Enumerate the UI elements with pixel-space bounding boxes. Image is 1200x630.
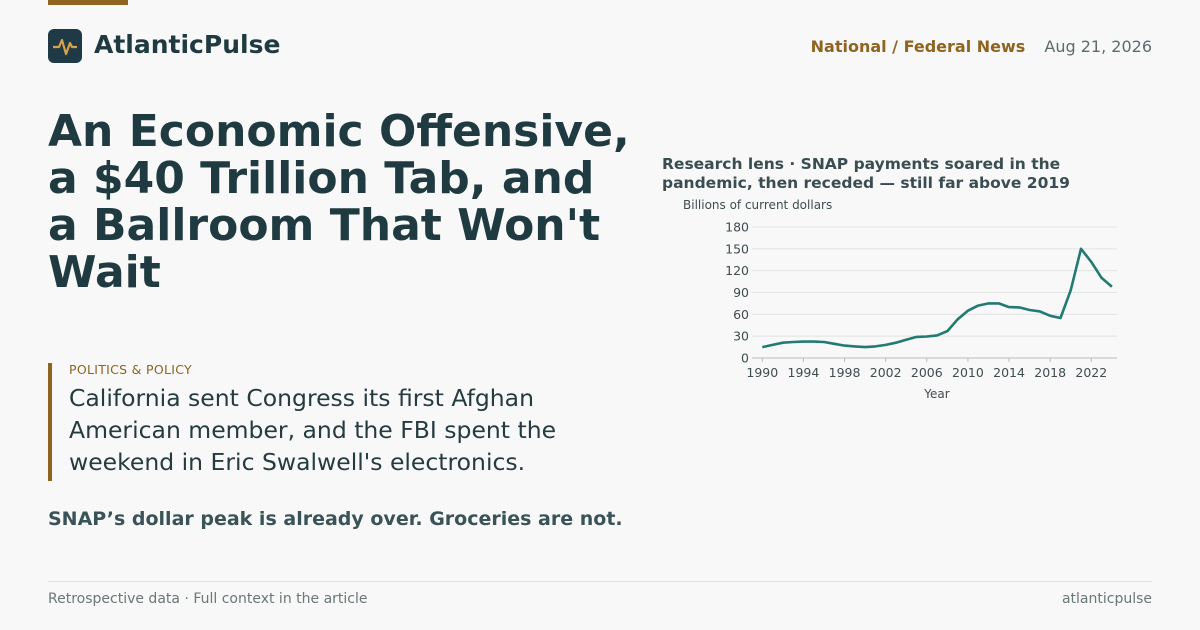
accent-bar bbox=[48, 0, 128, 5]
y-tick-label: 120 bbox=[725, 263, 749, 278]
section: National / Federal News bbox=[810, 37, 1026, 56]
quote-bar bbox=[48, 363, 52, 481]
x-tick-label: 2022 bbox=[1075, 365, 1107, 380]
x-tick-label: 2002 bbox=[870, 365, 902, 380]
chart: Billions of current dollars Year 0 30 60 90… bbox=[683, 198, 1117, 401]
brand: AtlanticPulse bbox=[94, 30, 281, 59]
chart-title: Research lens · SNAP payments soared in … bbox=[662, 155, 1070, 192]
x-axis-label: Year bbox=[923, 387, 949, 401]
kicker: POLITICS & POLICY bbox=[69, 362, 192, 377]
footer-right: atlanticpulse bbox=[1061, 591, 1152, 607]
meta: National / Federal News Aug 21, 2026 bbox=[811, 37, 1152, 56]
x-tick-label: 1998 bbox=[829, 365, 861, 380]
summary: SNAP’s dollar peak is already over. Groc… bbox=[48, 508, 623, 530]
y-tick-label: 90 bbox=[733, 285, 749, 300]
data-line bbox=[762, 247, 1113, 349]
y-tick-label: 150 bbox=[725, 241, 749, 256]
y-tick-label: 60 bbox=[733, 307, 749, 322]
x-tick-label: 2010 bbox=[952, 365, 984, 380]
x-tick-label: 1990 bbox=[746, 365, 778, 380]
y-tick-label: 180 bbox=[725, 220, 749, 235]
logo bbox=[48, 29, 82, 63]
footer-rule bbox=[48, 581, 1152, 582]
x-tick-label: 2018 bbox=[1034, 365, 1066, 380]
x-tick-label: 1994 bbox=[788, 365, 820, 380]
y-axis-label: Billions of current dollars bbox=[683, 198, 832, 212]
x-tick-label: 2006 bbox=[911, 365, 943, 380]
y-tick-label: 0 bbox=[741, 351, 749, 366]
date: Aug 21, 2026 bbox=[1044, 37, 1152, 56]
dek: California sent Congress its first Afgha… bbox=[69, 384, 557, 476]
x-tick-label: 2014 bbox=[993, 365, 1025, 380]
y-tick-label: 30 bbox=[733, 329, 749, 344]
footer-left: Retrospective data · Full context in the… bbox=[48, 591, 368, 607]
headline: An Economic Offensive, a $40 Trillion Ta… bbox=[48, 106, 630, 298]
